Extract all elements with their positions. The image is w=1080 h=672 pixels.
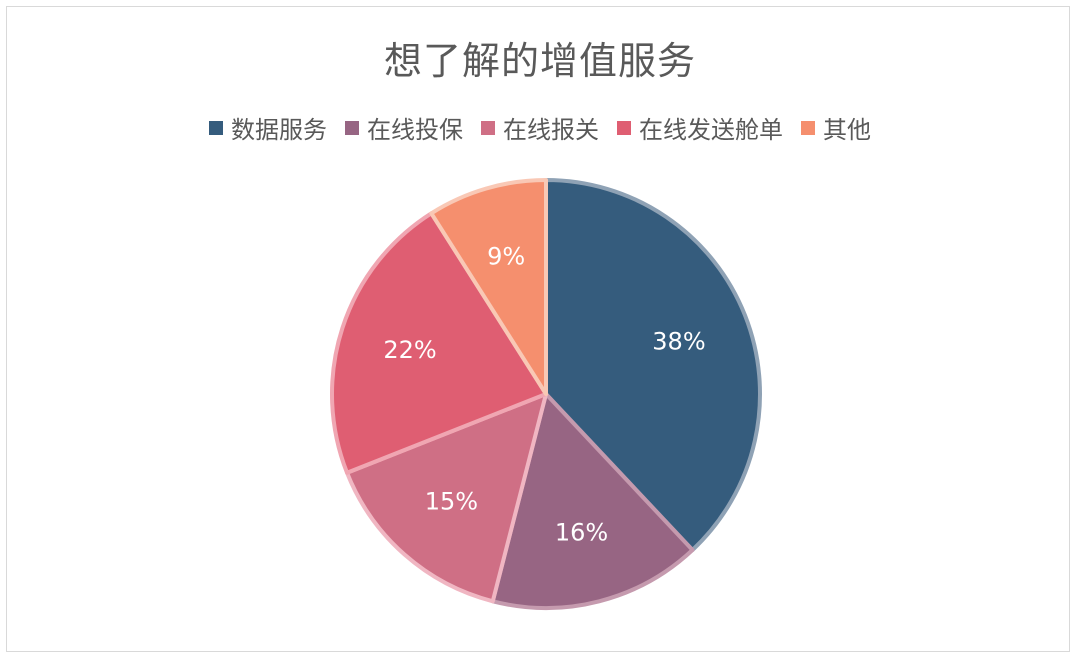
- pie-slice-other: [429, 178, 548, 396]
- pie-label-online-manifest: 22%: [383, 336, 436, 364]
- legend-swatch: [617, 120, 631, 135]
- legend-label: 数据服务: [231, 116, 327, 144]
- pie-slice-data-service: [544, 178, 762, 552]
- legend-label: 在线投保: [367, 116, 463, 144]
- pie-label-online-insurance: 16%: [555, 519, 608, 547]
- chart-title: 想了解的增值服务: [383, 39, 696, 83]
- legend-item-online-manifest: 在线发送舱单: [617, 110, 783, 145]
- legend-swatch: [209, 120, 223, 135]
- legend-item-data-service: 数据服务: [209, 110, 327, 145]
- pie-labels: 38% 16% 15% 22% 9%: [383, 243, 705, 547]
- legend-swatch: [801, 120, 815, 135]
- legend-item-online-insurance: 在线投保: [345, 110, 463, 145]
- chart-legend: 数据服务 在线投保 在线报关 在线发送舱单 其他: [0, 110, 1080, 145]
- legend-label: 在线发送舱单: [639, 116, 783, 144]
- pie-slices: [330, 178, 762, 610]
- pie-slice-online-manifest: [330, 211, 548, 475]
- legend-label: 在线报关: [503, 116, 599, 144]
- legend-swatch: [345, 120, 359, 135]
- pie-slice-online-customs: [345, 392, 548, 604]
- pie-label-data-service: 38%: [652, 327, 705, 355]
- pie-slice-online-insurance: [490, 392, 695, 610]
- legend-item-online-customs: 在线报关: [481, 110, 599, 145]
- legend-swatch: [481, 120, 495, 135]
- legend-label: 其他: [823, 116, 871, 144]
- pie-label-other: 9%: [487, 243, 525, 271]
- pie-label-online-customs: 15%: [425, 487, 478, 515]
- legend-item-other: 其他: [801, 110, 871, 145]
